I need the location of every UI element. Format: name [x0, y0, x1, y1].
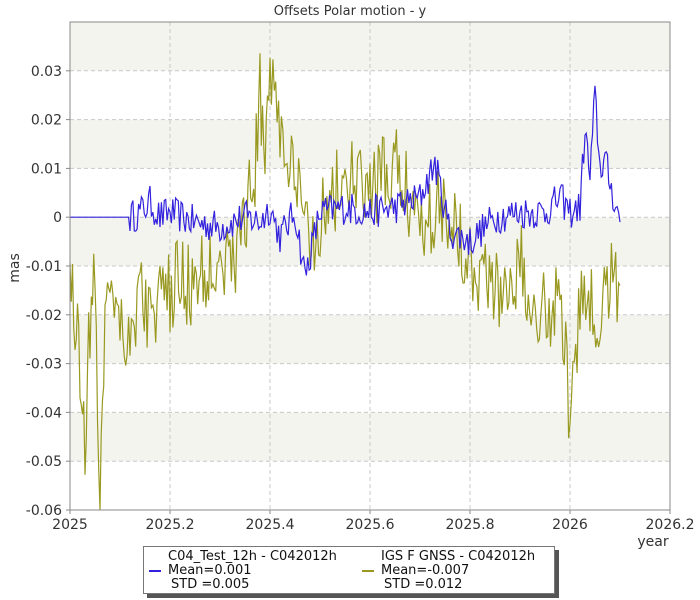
y-tick-label: 0.03	[31, 64, 62, 80]
y-tick-label: -0.05	[26, 454, 62, 470]
legend: C04_Test_12h - C042012h Mean=0.001 STD =…	[143, 546, 555, 594]
legend-mean: Mean=0.001	[168, 563, 252, 578]
legend-std: STD =0.005	[171, 577, 250, 592]
x-tick-label: 2025.6	[346, 517, 395, 533]
y-tick-label: 0.01	[31, 161, 62, 177]
legend-series-name: IGS F GNSS - C042012h	[381, 549, 536, 564]
series-line-igs-gnss	[69, 53, 621, 511]
x-tick-label: 2025	[52, 517, 88, 533]
plot-frame	[69, 21, 671, 511]
legend-mean: Mean=-0.007	[381, 563, 470, 578]
x-tick-label: 2026	[552, 517, 588, 533]
legend-std: STD =0.012	[384, 577, 463, 592]
y-tick-label: 0	[53, 210, 62, 226]
y-tick-label: -0.02	[26, 308, 62, 324]
y-tick-label: -0.04	[26, 405, 62, 421]
x-axis-label: year	[637, 534, 668, 550]
legend-entry-c04: C04_Test_12h - C042012h Mean=0.001 STD =…	[146, 549, 346, 592]
x-tick-label: 2025.4	[246, 517, 295, 533]
y-tick-label: -0.03	[26, 357, 62, 373]
tick-labels: 2025 2025.2 2025.4 2025.6 2025.8 2026 2026.2 -0…	[26, 64, 695, 533]
y-tick-label: -0.06	[26, 503, 62, 519]
legend-series-name: C04_Test_12h - C042012h	[168, 549, 337, 564]
series-group	[69, 53, 621, 511]
y-tick-label: 0.02	[31, 113, 62, 129]
x-tick-label: 2025.8	[446, 517, 495, 533]
legend-swatch-olive	[362, 570, 374, 572]
y-tick-label: -0.01	[26, 259, 62, 275]
chart-title: Offsets Polar motion - y	[274, 4, 427, 19]
y-axis-label: mas	[7, 253, 23, 283]
legend-swatch-blue	[149, 570, 161, 572]
legend-entry-igs: IGS F GNSS - C042012h Mean=-0.007 STD =0…	[359, 549, 559, 592]
x-tick-label: 2025.2	[146, 517, 195, 533]
series-line-c04-test	[70, 85, 621, 276]
x-tick-label: 2026.2	[646, 517, 695, 533]
